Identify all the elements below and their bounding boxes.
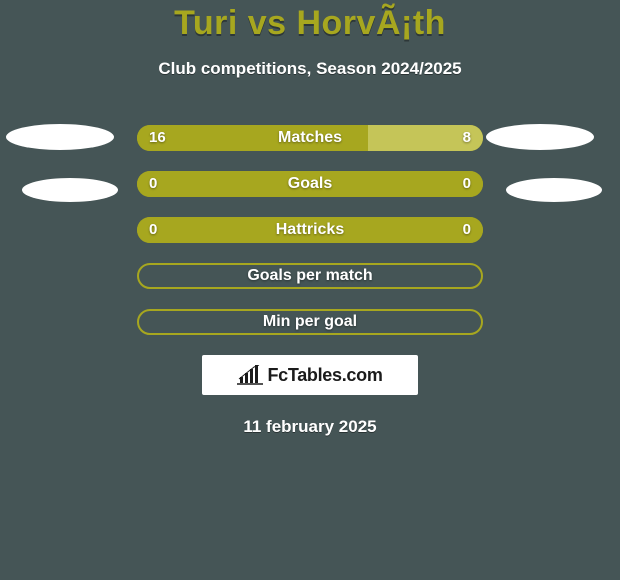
stat-value-right: 0 bbox=[463, 171, 471, 197]
bar-chart-icon bbox=[237, 365, 263, 385]
player-left-ellipse-1 bbox=[6, 124, 114, 150]
stat-value-right: 8 bbox=[463, 125, 471, 151]
fctables-logo: FcTables.com bbox=[202, 355, 418, 395]
page-title: Turi vs HorvÃ¡th bbox=[0, 0, 620, 43]
page-subtitle: Club competitions, Season 2024/2025 bbox=[0, 59, 620, 79]
stat-row-matches: 16 Matches 8 bbox=[137, 125, 483, 151]
stats-container: 16 Matches 8 0 Goals 0 0 Hattricks 0 Goa… bbox=[0, 125, 620, 335]
stat-row-goals: 0 Goals 0 bbox=[137, 171, 483, 197]
stat-label: Hattricks bbox=[137, 217, 483, 243]
stat-label: Goals per match bbox=[139, 265, 481, 287]
stat-label: Matches bbox=[137, 125, 483, 151]
stat-value-right: 0 bbox=[463, 217, 471, 243]
stat-row-min-per-goal: Min per goal bbox=[137, 309, 483, 335]
stat-row-goals-per-match: Goals per match bbox=[137, 263, 483, 289]
player-right-ellipse-2 bbox=[506, 178, 602, 202]
fctables-logo-text: FcTables.com bbox=[267, 365, 382, 386]
stat-label: Min per goal bbox=[139, 311, 481, 333]
stat-row-hattricks: 0 Hattricks 0 bbox=[137, 217, 483, 243]
player-right-ellipse-1 bbox=[486, 124, 594, 150]
player-left-ellipse-2 bbox=[22, 178, 118, 202]
footer-date: 11 february 2025 bbox=[0, 417, 620, 437]
stat-label: Goals bbox=[137, 171, 483, 197]
